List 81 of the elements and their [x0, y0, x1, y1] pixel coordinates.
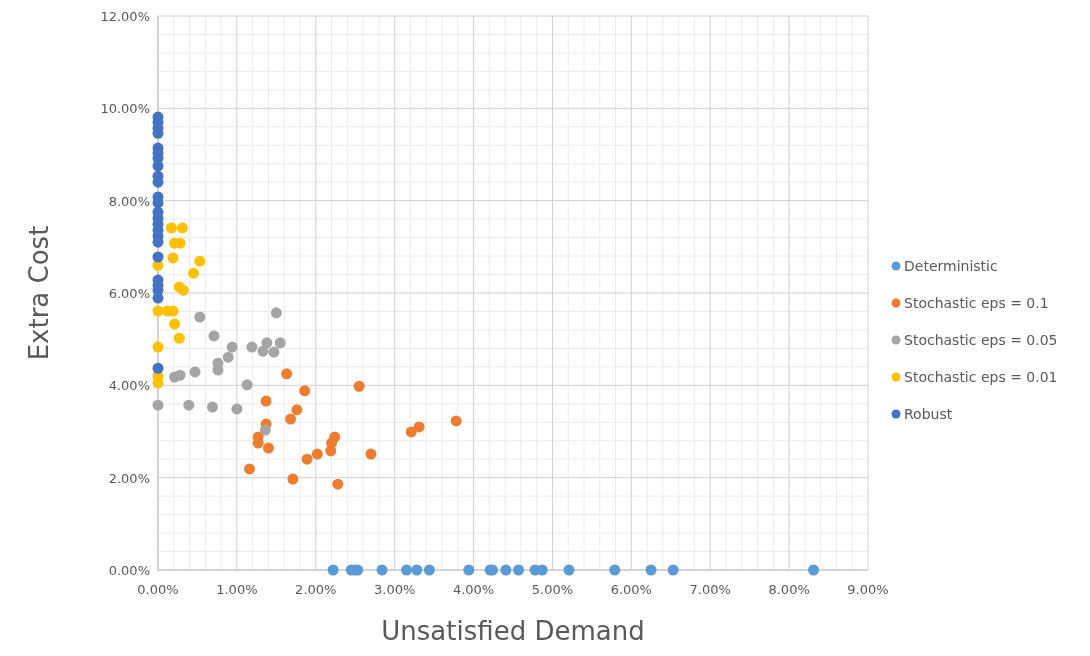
point	[246, 341, 258, 353]
x-tick-label: 8.00%	[768, 582, 810, 597]
point	[270, 307, 282, 319]
point	[301, 453, 313, 465]
point	[152, 362, 164, 374]
point	[413, 421, 425, 433]
y-tick-label: 6.00%	[108, 286, 150, 301]
y-tick-label: 12.00%	[100, 9, 150, 24]
point	[281, 368, 293, 380]
point	[609, 564, 621, 576]
point	[291, 404, 303, 416]
point	[169, 318, 181, 330]
point	[327, 564, 339, 576]
point	[259, 424, 271, 436]
point	[226, 341, 238, 353]
point	[287, 473, 299, 485]
point	[188, 267, 199, 279]
y-tick-label: 8.00%	[108, 193, 150, 209]
y-tick-label: 10.00%	[100, 101, 150, 117]
y-axis-title: Extra Cost	[24, 225, 54, 361]
point	[241, 379, 253, 391]
point	[244, 463, 256, 475]
point	[274, 337, 286, 349]
point	[152, 341, 164, 353]
point	[222, 351, 234, 363]
y-tick-label: 4.00%	[108, 378, 150, 394]
x-tick-label: 1.00%	[216, 582, 258, 597]
point	[353, 380, 365, 392]
y-tick-label: 2.00%	[108, 470, 150, 486]
point	[405, 426, 417, 438]
legend-label: Stochastic eps = 0.05	[904, 332, 1058, 348]
legend-label: Stochastic eps = 0.01	[904, 369, 1058, 385]
point	[285, 413, 297, 425]
point	[165, 222, 177, 234]
point	[152, 399, 164, 411]
point	[260, 395, 272, 407]
point	[167, 252, 179, 264]
x-tick-label: 6.00%	[610, 582, 652, 597]
x-tick-label: 0.00%	[137, 582, 179, 597]
point	[176, 222, 188, 234]
point	[268, 346, 280, 358]
point	[401, 564, 412, 576]
point	[376, 564, 388, 576]
x-tick-label: 3.00%	[374, 582, 416, 597]
point	[450, 415, 462, 427]
point	[208, 330, 220, 342]
point	[152, 251, 164, 263]
legend-label: Stochastic eps = 0.1	[904, 295, 1049, 311]
point	[513, 564, 525, 576]
point	[189, 366, 201, 378]
point	[173, 332, 185, 344]
point	[563, 564, 575, 576]
point	[645, 564, 657, 576]
point	[463, 564, 475, 576]
point	[667, 564, 679, 576]
point	[411, 564, 423, 576]
x-axis-title: Unsatisfied Demand	[381, 616, 645, 646]
point	[500, 564, 512, 576]
point	[299, 385, 311, 397]
x-tick-label: 5.00%	[531, 582, 574, 597]
point	[262, 442, 274, 454]
point	[311, 448, 323, 460]
point	[183, 399, 195, 411]
point	[206, 401, 218, 413]
y-tick-label: 0.00%	[108, 563, 150, 578]
x-tick-label: 2.00%	[295, 582, 337, 597]
point	[808, 564, 820, 576]
point	[332, 478, 344, 490]
legend-label: Deterministic	[904, 258, 998, 274]
x-tick-label: 4.00%	[452, 582, 495, 597]
point	[194, 311, 206, 323]
legend-label: Robust	[904, 406, 953, 422]
point	[194, 255, 206, 267]
point	[423, 564, 435, 576]
x-tick-label: 7.00%	[689, 582, 731, 597]
point	[261, 337, 273, 349]
x-tick-label: 9.00%	[847, 582, 889, 597]
point	[177, 284, 189, 296]
point	[231, 403, 243, 415]
point	[325, 445, 337, 457]
point	[365, 448, 377, 460]
